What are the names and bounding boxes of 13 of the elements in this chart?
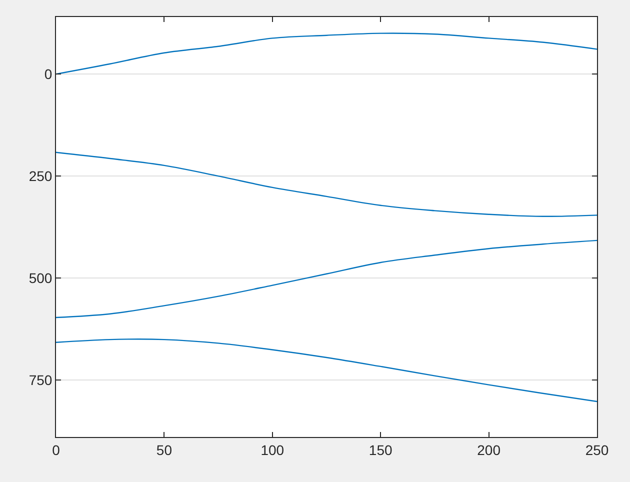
line-series <box>56 152 597 218</box>
x-tick-label: 50 <box>156 442 172 458</box>
x-tick-label: 200 <box>477 442 501 458</box>
y-tick-label: 0 <box>44 66 52 82</box>
x-tick-label: 150 <box>368 442 392 458</box>
y-tick-label: 250 <box>28 168 52 184</box>
line-series <box>56 32 597 75</box>
y-tick-label: 750 <box>28 372 52 388</box>
line-series <box>56 338 597 402</box>
line-series <box>56 240 597 318</box>
x-tick-label: 250 <box>585 442 609 458</box>
y-tick-label: 500 <box>28 270 52 286</box>
x-tick-label: 100 <box>260 442 284 458</box>
